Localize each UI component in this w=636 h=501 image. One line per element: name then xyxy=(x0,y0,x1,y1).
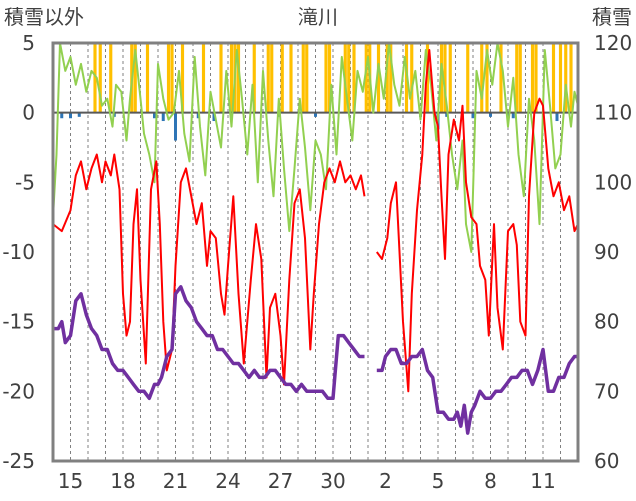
precip-bar xyxy=(564,43,568,113)
precip-bar xyxy=(558,43,563,113)
precip-bar xyxy=(266,43,270,113)
precip-bar xyxy=(385,43,389,113)
precip-bar xyxy=(166,43,171,113)
right-tick-label: 90 xyxy=(594,240,619,264)
x-tick-label: 15 xyxy=(58,469,83,493)
negative-bar xyxy=(60,112,64,119)
negative-bar xyxy=(511,112,515,119)
precip-bar xyxy=(280,43,284,113)
precip-bar xyxy=(145,43,150,113)
right-tick-label: 110 xyxy=(594,101,632,125)
x-axis: 15 18 21 24 27 30 2 5 8 11 xyxy=(58,469,556,493)
negative-bar xyxy=(174,112,177,141)
precip-bar xyxy=(352,43,356,113)
precip-bar xyxy=(324,43,328,113)
precip-bar xyxy=(347,43,351,113)
precip-bar xyxy=(289,43,293,113)
left-tick-label: -10 xyxy=(2,240,35,264)
right-tick-label: 70 xyxy=(594,379,619,403)
x-tick-label: 5 xyxy=(432,469,445,493)
precip-bar xyxy=(133,43,137,113)
left-tick-label: 0 xyxy=(22,101,35,125)
negative-bar xyxy=(314,112,317,117)
precip-bar xyxy=(93,43,97,113)
humidity-index-line xyxy=(52,42,579,253)
precip-bar xyxy=(518,43,522,113)
precip-bar xyxy=(376,43,381,113)
precip-bar xyxy=(236,43,241,113)
snow-depth-line xyxy=(53,285,365,401)
precip-bar xyxy=(229,43,234,113)
x-tick-label: 21 xyxy=(163,469,188,493)
precip-bar xyxy=(170,43,174,113)
plot-frame xyxy=(51,41,580,463)
precip-bar xyxy=(219,43,223,113)
x-tick-label: 30 xyxy=(320,469,345,493)
precip-bar xyxy=(270,43,274,113)
negative-bar xyxy=(153,112,156,119)
left-tick-label: -15 xyxy=(2,310,35,334)
negative-bar xyxy=(69,112,72,119)
chart-title: 滝川 xyxy=(298,5,338,29)
temperature-line xyxy=(375,49,579,393)
left-y-axis: 5 0 -5 -10 -15 -20 -25 xyxy=(2,31,35,473)
precip-bar xyxy=(301,43,305,113)
left-tick-label: -5 xyxy=(15,170,35,194)
precip-bar xyxy=(109,43,113,113)
x-tick-label: 27 xyxy=(268,469,293,493)
precip-bar xyxy=(485,43,489,113)
precip-bar xyxy=(530,43,535,113)
negative-bar xyxy=(489,112,492,117)
plot-border xyxy=(51,41,580,463)
right-tick-label: 60 xyxy=(594,449,619,473)
snow-depth-line xyxy=(376,347,578,435)
x-tick-label: 8 xyxy=(484,469,497,493)
precip-bar xyxy=(515,43,519,113)
precip-bar xyxy=(98,43,102,113)
precip-bar xyxy=(327,43,332,113)
negative-bar xyxy=(161,112,165,122)
series-lines xyxy=(52,42,579,435)
precip-bar xyxy=(569,43,573,113)
precip-bar xyxy=(443,43,447,113)
precip-bar xyxy=(448,43,452,113)
x-tick-label: 24 xyxy=(215,469,240,493)
right-tick-label: 100 xyxy=(594,170,632,194)
left-tick-label: -25 xyxy=(2,449,35,473)
precip-bar xyxy=(534,43,538,113)
left-tick-label: 5 xyxy=(22,31,35,55)
x-tick-label: 18 xyxy=(110,469,135,493)
negative-bar xyxy=(212,112,216,122)
precip-bar xyxy=(180,43,185,113)
precip-bar xyxy=(305,43,309,113)
right-y-axis: 120 110 100 90 80 70 60 xyxy=(594,31,632,473)
negative-bar xyxy=(555,112,559,122)
precip-bar xyxy=(466,43,470,113)
precip-bar xyxy=(499,43,503,113)
negative-bar xyxy=(471,112,475,119)
left-axis-title: 積雪以外 xyxy=(4,5,84,29)
x-tick-label: 11 xyxy=(530,469,555,493)
precip-bar xyxy=(201,43,206,113)
left-tick-label: -20 xyxy=(2,379,35,403)
precip-bar xyxy=(252,43,256,113)
temperature-line xyxy=(52,153,366,386)
precip-bar xyxy=(389,43,393,113)
precip-bar xyxy=(410,43,414,113)
x-tick-label: 2 xyxy=(379,469,392,493)
negative-bar xyxy=(506,112,510,119)
negative-bar xyxy=(445,112,449,117)
precip-bar xyxy=(364,43,368,113)
precip-bar xyxy=(551,43,556,113)
right-axis-title: 積雪 xyxy=(592,5,632,29)
precip-bar xyxy=(480,43,484,113)
negative-bar xyxy=(77,112,81,117)
right-tick-label: 120 xyxy=(594,31,632,55)
right-tick-label: 80 xyxy=(594,310,619,334)
